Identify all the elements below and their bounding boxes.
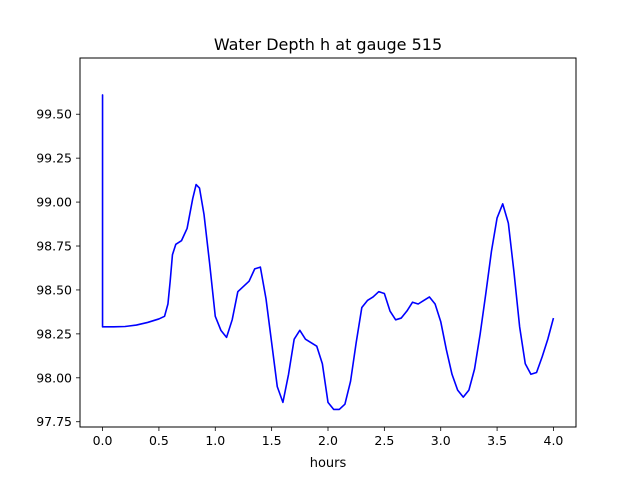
y-tick-label: 99.00 — [36, 195, 72, 210]
plot-frame — [79, 57, 577, 428]
chart-title: Water Depth h at gauge 515 — [214, 35, 442, 54]
y-tick-label: 98.25 — [36, 326, 72, 341]
y-tick-label: 99.25 — [36, 151, 72, 166]
y-axis: 97.75 98.00 98.25 98.50 98.75 99.00 99.25 99.50 — [36, 107, 80, 429]
x-tick-label: 1.0 — [205, 433, 225, 448]
y-tick-label: 98.00 — [36, 370, 72, 385]
y-tick-label: 99.50 — [36, 107, 72, 122]
series-layer — [101, 94, 555, 411]
x-tick-label: 0.5 — [149, 433, 169, 448]
x-tick-label: 3.5 — [487, 433, 507, 448]
y-tick-label: 98.50 — [36, 282, 72, 297]
x-tick-label: 2.5 — [374, 433, 394, 448]
series-line-0 — [101, 94, 555, 411]
x-axis: 0.0 0.5 1.0 1.5 2.0 2.5 3.0 3.5 4.0 — [93, 427, 564, 448]
x-tick-label: 3.0 — [431, 433, 451, 448]
y-tick-label: 97.75 — [36, 414, 72, 429]
x-tick-label: 4.0 — [544, 433, 564, 448]
x-tick-label: 0.0 — [93, 433, 113, 448]
x-tick-label: 2.0 — [318, 433, 338, 448]
x-axis-label: hours — [310, 456, 347, 471]
x-tick-label: 1.5 — [262, 433, 282, 448]
y-tick-label: 98.75 — [36, 239, 72, 254]
